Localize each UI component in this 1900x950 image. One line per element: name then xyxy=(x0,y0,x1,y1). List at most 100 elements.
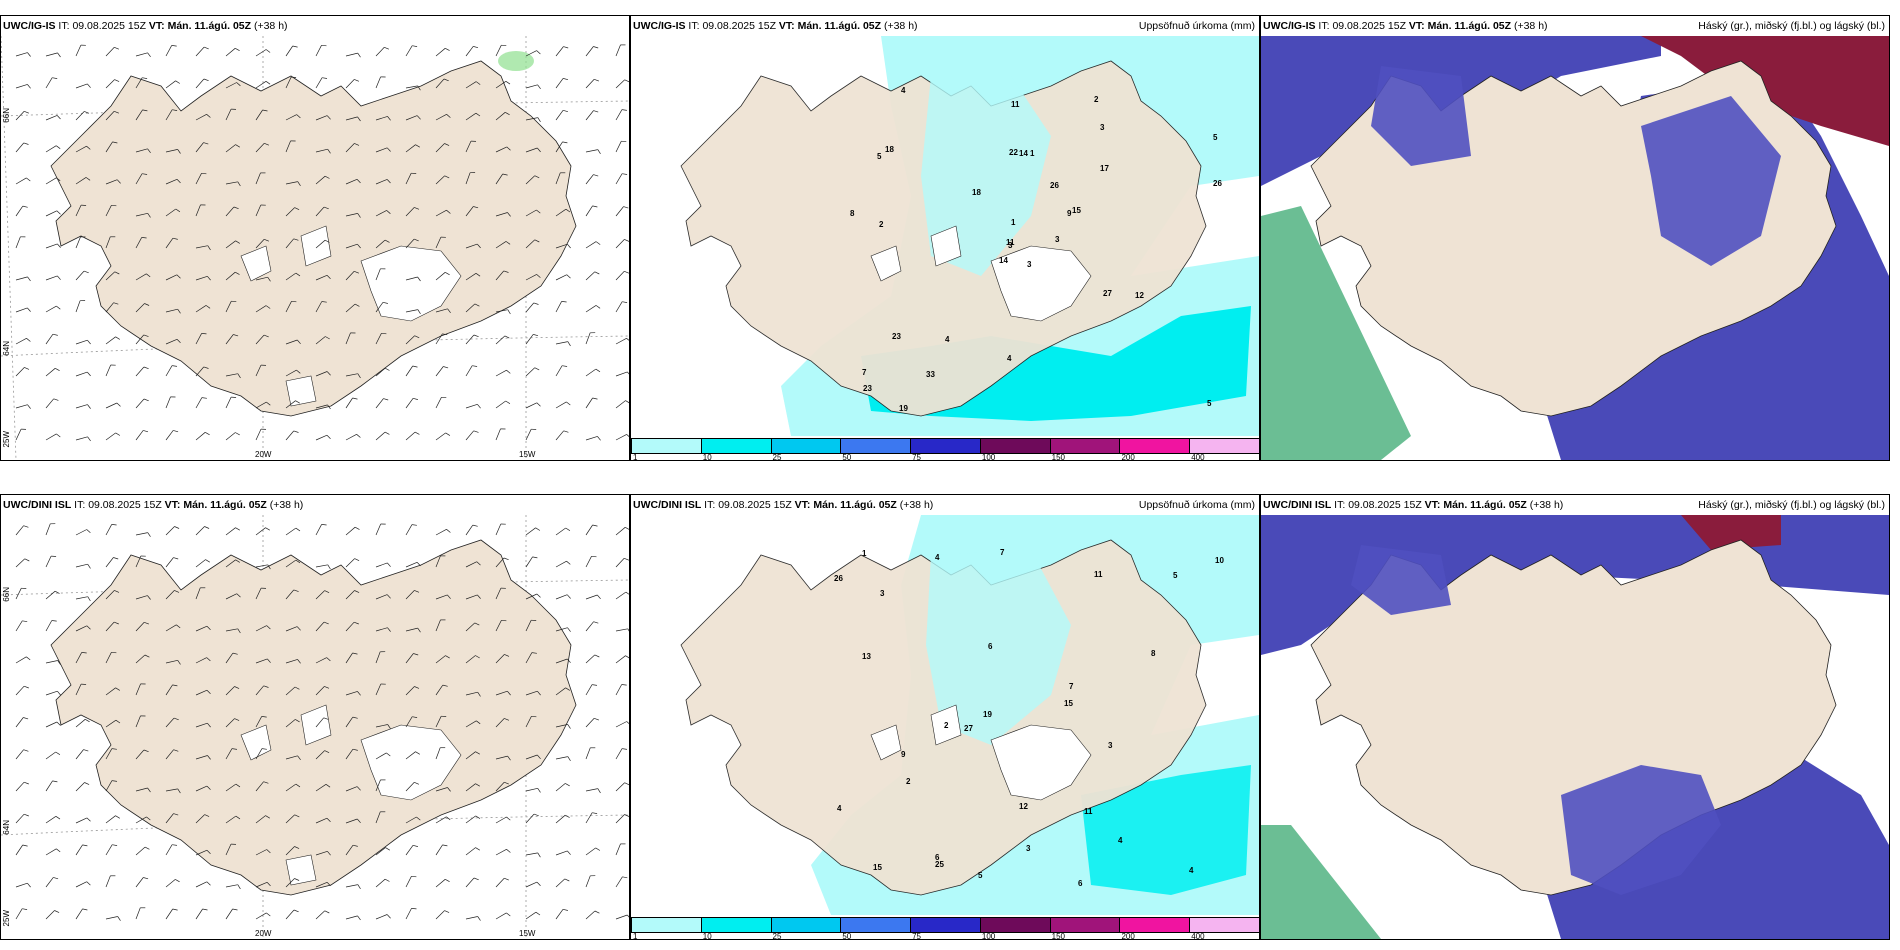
wind-barb xyxy=(165,590,175,600)
wind-barb xyxy=(255,143,265,153)
wind-barb xyxy=(105,141,113,153)
wind-barb xyxy=(615,527,626,536)
wind-barb-feather xyxy=(475,783,480,787)
wind-barb-feather xyxy=(294,207,300,211)
wind-barb-feather xyxy=(353,621,359,625)
wind-barb-feather xyxy=(442,684,448,687)
wind-barb xyxy=(195,559,206,568)
wind-barb xyxy=(435,175,445,185)
precip-value: 27 xyxy=(964,724,973,733)
wind-barb xyxy=(105,687,116,696)
wind-barb-feather xyxy=(501,44,507,47)
wind-barb-feather xyxy=(173,717,179,721)
wind-barb xyxy=(255,587,262,600)
wind-barb-feather xyxy=(325,784,331,788)
wind-barb-feather xyxy=(562,141,568,144)
wind-barb xyxy=(135,715,141,728)
wind-barb xyxy=(585,910,596,920)
wind-barb xyxy=(525,813,535,824)
wind-barb-feather xyxy=(144,303,150,306)
wind-barb xyxy=(435,236,442,249)
wind-barb xyxy=(165,813,174,824)
wind-barb xyxy=(165,624,177,632)
wind-barb-feather xyxy=(352,652,358,655)
wind-barb-feather xyxy=(86,817,91,822)
wind-barb-feather xyxy=(323,206,329,210)
precip-value: 13 xyxy=(862,652,871,661)
wind-barb-feather xyxy=(206,114,211,118)
wind-barb xyxy=(15,685,25,696)
wind-barb-feather xyxy=(23,685,29,689)
wind-barb-feather xyxy=(384,878,390,882)
precip-value: 8 xyxy=(1151,649,1156,658)
wind-barb-feather xyxy=(201,333,207,335)
wind-barb xyxy=(105,111,115,121)
wind-barb-feather xyxy=(175,80,180,84)
wind-barb xyxy=(255,716,263,728)
wind-barb xyxy=(345,558,355,568)
precip-value: 2 xyxy=(906,777,911,786)
wind-barb xyxy=(165,844,173,856)
wind-barb-feather xyxy=(205,559,210,563)
wind-barb xyxy=(375,431,386,441)
wind-barb xyxy=(405,876,412,888)
wind-barb xyxy=(165,526,175,536)
wind-barb-feather xyxy=(235,815,241,820)
wind-barb-feather xyxy=(56,210,61,215)
wind-barb xyxy=(615,655,626,664)
wind-barb-feather xyxy=(173,557,179,560)
wind-barb-feather xyxy=(386,914,391,919)
wind-barb-feather xyxy=(506,816,511,821)
wind-barb xyxy=(435,48,446,57)
wind-barb-feather xyxy=(627,371,629,375)
wind-barb xyxy=(225,108,232,121)
wind-barb xyxy=(405,45,413,57)
wind-barb-feather xyxy=(57,660,61,665)
wind-barb xyxy=(75,236,81,249)
wind-barb-feather xyxy=(177,309,181,314)
precip-value: 4 xyxy=(945,335,950,344)
wind-barb xyxy=(495,912,507,920)
wind-barb-feather xyxy=(55,367,60,372)
wind-barb-feather xyxy=(567,627,571,632)
wind-barb xyxy=(495,781,505,792)
precip-value: 6 xyxy=(935,853,940,862)
wind-barb xyxy=(375,914,388,920)
wind-barb-feather xyxy=(444,143,450,146)
wind-barb-feather xyxy=(475,751,480,755)
wind-barb xyxy=(375,147,388,153)
wind-barb xyxy=(45,590,56,600)
wind-barb-feather xyxy=(55,751,61,755)
wind-barb-feather xyxy=(537,690,541,696)
wind-barb-feather xyxy=(504,781,509,785)
wind-barb xyxy=(45,145,57,153)
wind-barb xyxy=(255,625,267,632)
wind-barb-feather xyxy=(473,334,479,338)
wind-barb-feather xyxy=(384,431,390,435)
wind-barb-feather xyxy=(472,524,478,527)
wind-barb xyxy=(345,884,358,888)
wind-barb-feather xyxy=(53,877,59,880)
wind-barb xyxy=(555,274,567,281)
wind-barb-feather xyxy=(265,815,270,819)
wind-barb-feather xyxy=(533,302,539,305)
wind-barb-feather xyxy=(504,877,509,881)
wind-barb xyxy=(435,655,446,664)
wind-barb xyxy=(285,878,295,888)
wind-barb-feather xyxy=(322,77,328,79)
wind-barb xyxy=(75,177,87,185)
wind-barb xyxy=(525,239,536,249)
wind-barb xyxy=(615,843,621,856)
wind-barb-feather xyxy=(113,557,119,560)
wind-barb-feather xyxy=(595,241,601,245)
wind-barb xyxy=(105,432,116,441)
wind-barb xyxy=(615,206,624,217)
wind-barb-feather xyxy=(23,749,29,752)
wind-barb xyxy=(585,241,597,249)
wind-barb xyxy=(255,49,267,57)
wind-barb xyxy=(615,371,628,377)
wind-barb xyxy=(405,816,417,824)
wind-barb xyxy=(75,83,88,89)
wind-barb xyxy=(135,907,141,920)
wind-barb xyxy=(15,428,22,441)
